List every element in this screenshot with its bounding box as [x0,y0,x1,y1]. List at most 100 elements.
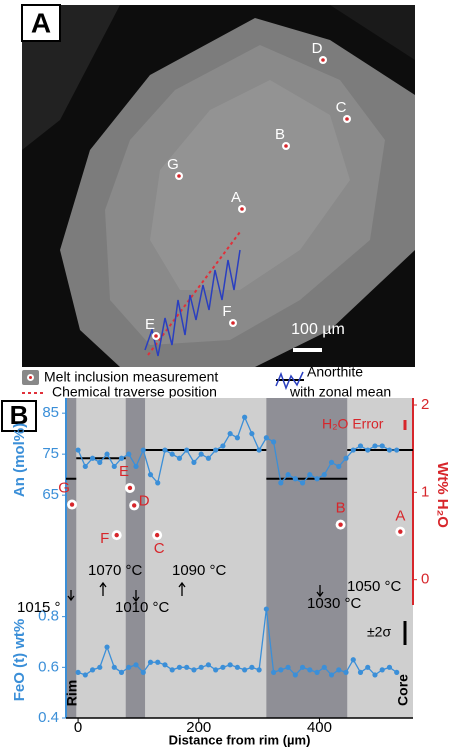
h2o-point-center [398,529,403,534]
x-axis-label: Distance from rim (µm) [169,732,311,747]
series-point [75,447,81,453]
inclusion-label: D [312,40,323,57]
series-point [285,472,291,478]
rim-label: Rim [64,680,80,706]
legend-icon [29,376,32,379]
point-label: C [154,540,165,557]
series-point [191,459,197,465]
legend-label: with zonal mean [289,384,391,400]
series-point [111,463,117,470]
series-point [328,459,335,465]
scale-label: 100 µm [291,321,345,338]
point-label: G [58,480,70,497]
series-point [234,664,240,670]
series-point [307,472,313,478]
point-label: E [119,463,129,480]
series-point [256,447,262,453]
series-point [147,472,154,478]
series-point [126,664,132,670]
series-point [140,669,146,675]
temperature-label: 1015 ° [17,599,61,616]
series-point [314,669,320,675]
series-point [162,447,168,453]
point-label: A [395,508,405,525]
series-point [97,459,103,465]
series-point [307,667,313,673]
series-point [176,664,183,670]
series-point [372,443,378,449]
series-point [321,472,327,478]
series-point [242,414,248,420]
series-point [292,672,298,678]
series-point [394,447,400,453]
h2o-point-center [338,522,343,527]
series-point [176,455,183,461]
inclusion-label: C [336,99,347,116]
shaded-zone [125,398,146,718]
inclusion-marker [231,321,235,325]
series-point [328,672,335,678]
temperature-label: 1090 °C [172,562,227,579]
series-point [111,664,117,670]
series-point [263,606,269,612]
y3ticks-tick-label: 0.6 [38,658,59,675]
h2o-point-center [127,485,133,491]
traverse-line [147,231,241,356]
legend-label: Anorthite [307,364,363,380]
y3ticks-tick-label: 0.8 [38,608,59,625]
h2o-point-center [131,503,137,508]
series-point [184,447,190,453]
series-point [191,667,197,673]
temperature-label: 1010 °C [115,599,170,616]
series-point [213,447,219,453]
series-point [162,662,168,668]
series-point [205,455,212,461]
series-point [169,667,175,673]
error-label: H₂O Error [322,416,384,432]
series-point [357,443,364,449]
h2o-point-center [114,532,119,538]
y3ticks-tick-label: 0.4 [38,709,59,726]
series-point [89,667,96,673]
y2ticks-tick-label: 0 [421,571,429,588]
point-label: D [139,492,150,509]
panel-label: A [31,7,51,38]
micrograph: A 100 µm D C B G A F E [21,4,415,367]
inclusion-label: F [222,303,231,320]
shaded-zone [66,398,77,718]
inclusion-marker [154,334,158,338]
series-point [386,664,393,670]
legend-label: Melt inclusion measurement [44,369,218,385]
axis-title: Wt% H₂O [434,462,451,528]
x-tick-label: 0 [74,719,82,736]
series-point [278,480,284,486]
inclusion-label: A [231,189,241,206]
series-point [256,667,262,673]
axis-title: An (mol%) [11,423,28,497]
crystal-core [150,80,350,290]
series-point [336,463,342,470]
series-point [379,443,385,449]
series-point [227,431,233,437]
series-point [350,447,356,453]
yticks-tick-label: 85 [42,404,59,421]
sigma-label: ±2σ [367,624,391,640]
panel-label: B [10,400,29,430]
series-point [118,669,125,675]
series-point [357,669,364,675]
series-point [270,669,277,675]
temperature-label: 1050 °C [347,578,402,595]
series-point [299,664,306,670]
series-point [365,447,371,453]
series-point [140,447,146,453]
series-point [365,664,371,670]
y2ticks-tick-label: 1 [421,483,429,500]
inclusion-label: E [145,316,155,333]
series-point [314,476,320,482]
series-point [350,657,356,663]
inclusion-label: B [275,126,285,143]
yticks-tick-label: 75 [42,445,59,462]
series-point [249,664,255,670]
